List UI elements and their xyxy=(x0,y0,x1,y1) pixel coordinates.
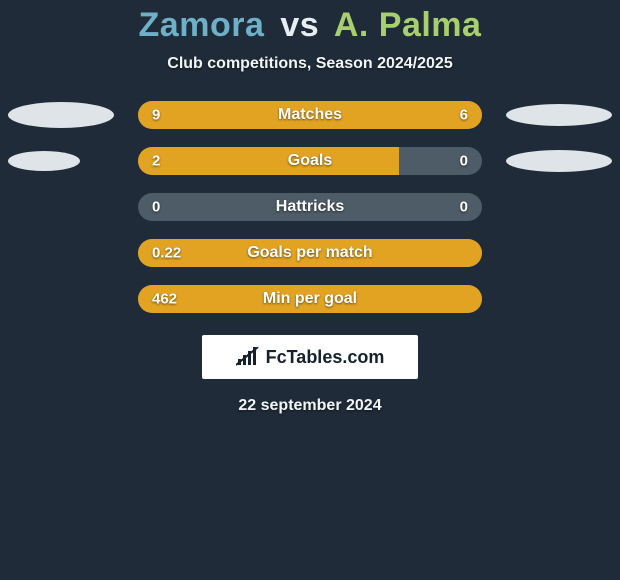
stat-value-left: 2 xyxy=(152,153,160,170)
stat-row: 2 0 Goals xyxy=(0,147,620,175)
stat-row: 462 Min per goal xyxy=(0,285,620,313)
comparison-infographic: Zamora vs A. Palma Club competitions, Se… xyxy=(0,0,620,580)
stat-label: Hattricks xyxy=(276,198,344,216)
stat-value-left: 9 xyxy=(152,107,160,124)
source-logo-inner: FcTables.com xyxy=(236,347,385,368)
stat-value-left: 0.22 xyxy=(152,245,181,262)
source-logo-text: FcTables.com xyxy=(266,347,385,368)
stat-label: Goals xyxy=(288,152,332,170)
stat-rows: 9 6 Matches 2 0 Goals 0 0 Hattricks 0.22 Goals per… xyxy=(0,101,620,313)
source-logo: FcTables.com xyxy=(202,335,418,379)
snapshot-date: 22 september 2024 xyxy=(0,397,620,415)
player1-name: Zamora xyxy=(139,6,265,44)
player2-avatar-placeholder xyxy=(506,150,612,172)
stat-label: Matches xyxy=(278,106,342,124)
stat-label: Min per goal xyxy=(263,290,357,308)
stat-value-right: 0 xyxy=(460,153,468,170)
title-vs: vs xyxy=(280,6,319,44)
stat-bar-fill-left xyxy=(138,147,399,175)
stat-row: 0 0 Hattricks xyxy=(0,193,620,221)
stat-row: 9 6 Matches xyxy=(0,101,620,129)
page-title: Zamora vs A. Palma xyxy=(0,0,620,45)
stat-value-left: 0 xyxy=(152,199,160,216)
bar-chart-icon xyxy=(236,347,260,367)
stat-value-right: 6 xyxy=(460,107,468,124)
stat-bar: 9 6 Matches xyxy=(138,101,482,129)
stat-label: Goals per match xyxy=(247,244,372,262)
stat-value-left: 462 xyxy=(152,291,177,308)
stat-bar: 462 Min per goal xyxy=(138,285,482,313)
stat-bar: 0.22 Goals per match xyxy=(138,239,482,267)
player1-avatar-placeholder xyxy=(8,102,114,128)
player1-avatar-placeholder xyxy=(8,151,80,171)
player2-name: A. Palma xyxy=(334,6,482,44)
stat-bar: 0 0 Hattricks xyxy=(138,193,482,221)
stat-row: 0.22 Goals per match xyxy=(0,239,620,267)
subtitle: Club competitions, Season 2024/2025 xyxy=(0,55,620,73)
stat-bar: 2 0 Goals xyxy=(138,147,482,175)
player2-avatar-placeholder xyxy=(506,104,612,126)
stat-value-right: 0 xyxy=(460,199,468,216)
